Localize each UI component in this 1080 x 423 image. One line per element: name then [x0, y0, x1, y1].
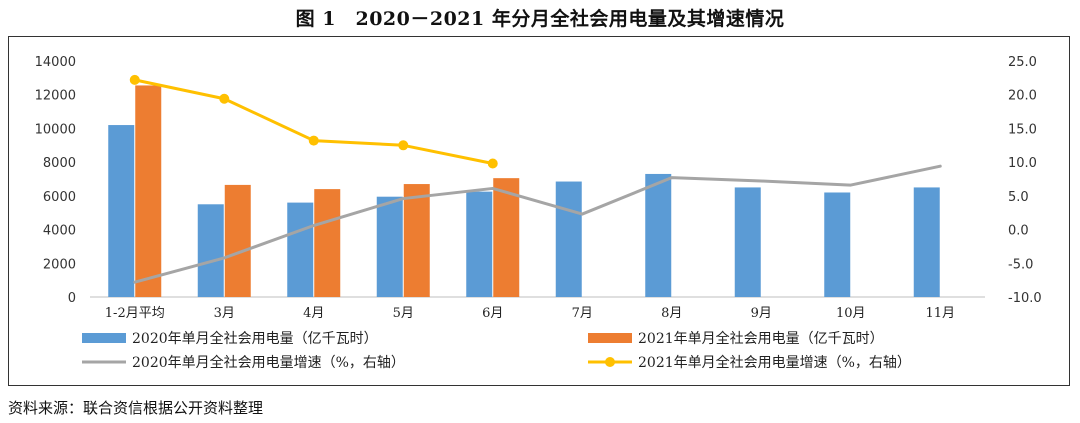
line-point-2021-growth	[219, 93, 230, 104]
right-tick-label: 15.0	[1008, 122, 1037, 137]
legend: 2020年单月全社会用电量（亿千瓦时） 2021年单月全社会用电量（亿千瓦时） 20…	[82, 330, 911, 371]
chart-title: 图 1 2020－2021 年分月全社会用电量及其增速情况	[295, 8, 785, 30]
right-tick-label: 25.0	[1008, 55, 1037, 70]
line-2020-growth	[133, 164, 942, 284]
line-2021-growth	[133, 78, 495, 165]
left-tick-label: 6000	[43, 190, 76, 205]
bar-2020	[376, 196, 403, 297]
right-tick-label: 20.0	[1008, 89, 1037, 104]
bar-2020	[108, 125, 135, 297]
x-tick-label: 11月	[925, 306, 955, 321]
right-axis: -10.0 -5.0 0.0 5.0 10.0 15.0 20.0 25.0	[1008, 55, 1042, 306]
right-tick-label: 0.0	[1008, 224, 1029, 239]
combo-chart: 0 2000 4000 6000 8000 10000 12000 14000 -10.0 -5…	[35, 55, 1042, 371]
bar-2020	[824, 192, 851, 297]
left-tick-label: 12000	[35, 89, 76, 104]
x-tick-label: 5月	[393, 306, 414, 321]
legend-label: 2020年单月全社会用电量增速（%，右轴）	[132, 354, 405, 371]
bar-2020	[913, 187, 940, 297]
right-tick-label: -10.0	[1008, 291, 1042, 306]
bar-2020	[466, 191, 493, 297]
left-tick-label: 2000	[43, 257, 76, 272]
chart-frame	[8, 36, 1070, 386]
right-tick-label: 10.0	[1008, 156, 1037, 171]
x-tick-label: 3月	[214, 306, 235, 321]
right-tick-label: 5.0	[1008, 190, 1029, 205]
x-tick-label: 7月	[572, 306, 593, 321]
left-tick-label: 14000	[35, 55, 76, 70]
x-tick-label: 1-2月平均	[105, 306, 165, 321]
legend-swatch	[82, 333, 126, 343]
x-tick-label: 6月	[482, 306, 503, 321]
bar-2020	[287, 202, 314, 297]
bar-2020	[555, 181, 582, 297]
bar-2020	[645, 173, 672, 297]
right-tick-label: -5.0	[1008, 257, 1033, 272]
legend-label: 2020年单月全社会用电量（亿千瓦时）	[132, 330, 378, 347]
bar-2021	[493, 178, 520, 297]
lines	[129, 74, 942, 284]
bar-2020	[734, 187, 761, 297]
legend-swatch	[588, 333, 632, 343]
source-note: 资料来源：联合资信根据公开资料整理	[8, 399, 264, 417]
legend-label: 2021年单月全社会用电量增速（%，右轴）	[638, 354, 911, 371]
left-tick-label: 0	[68, 291, 76, 306]
legend-marker	[605, 357, 615, 367]
bar-2021	[403, 184, 430, 297]
x-tick-label: 8月	[661, 306, 682, 321]
x-tick-label: 10月	[836, 306, 866, 321]
line-point-2021-growth	[308, 135, 319, 146]
bar-2021	[135, 85, 162, 297]
left-tick-label: 10000	[35, 122, 76, 137]
x-tick-label: 9月	[751, 306, 772, 321]
line-point-2021-growth	[398, 140, 409, 151]
x-tick-label: 4月	[303, 306, 324, 321]
legend-label: 2021年单月全社会用电量（亿千瓦时）	[638, 330, 884, 347]
left-tick-label: 4000	[43, 224, 76, 239]
bars	[108, 85, 940, 297]
left-axis: 0 2000 4000 6000 8000 10000 12000 14000	[35, 55, 76, 306]
line-point-2021-growth	[487, 158, 498, 169]
left-tick-label: 8000	[43, 156, 76, 171]
bar-2021	[314, 189, 341, 297]
bar-2020	[197, 204, 224, 297]
bar-2021	[224, 184, 251, 297]
line-point-2021-growth	[129, 74, 140, 85]
x-axis: 1-2月平均 3月 4月 5月 6月 7月 8月 9月 10月 11月	[90, 296, 985, 321]
